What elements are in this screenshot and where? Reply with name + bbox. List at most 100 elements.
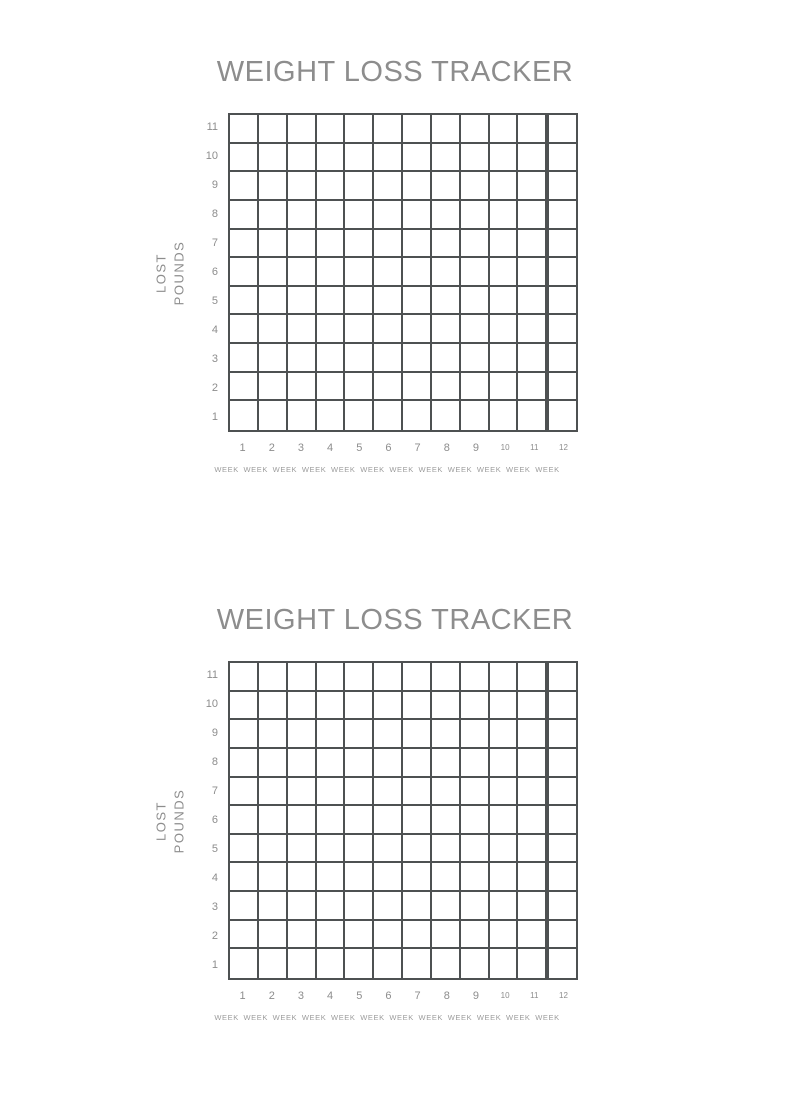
grid-cell: [316, 806, 346, 835]
grid-cell: [518, 920, 548, 950]
tracker-grid: [228, 113, 578, 432]
week-label: WEEK: [331, 1013, 356, 1022]
grid-cell: [518, 720, 548, 749]
grid-cell: [374, 863, 403, 893]
grid-cell: [431, 806, 461, 835]
grid-cell: [431, 229, 461, 259]
grid-cell: [431, 115, 461, 144]
y-tick-label: 11: [206, 669, 218, 681]
grid-cell: [287, 663, 317, 692]
grid-cell: [345, 372, 375, 402]
grid-cell: [403, 172, 432, 201]
grid-cell: [258, 863, 288, 893]
grid-cell: [258, 172, 288, 201]
grid-cell: [258, 315, 288, 345]
grid-cell: [230, 748, 259, 778]
grid-cell: [316, 920, 346, 950]
grid-cell: [547, 200, 576, 230]
grid-cell: [460, 315, 490, 345]
grid-cell: [374, 892, 403, 921]
grid-cell: [316, 720, 346, 749]
grid-cell: [345, 172, 375, 201]
week-label: WEEK: [506, 1013, 531, 1022]
grid-cell: [460, 344, 490, 373]
grid-cell: [403, 720, 432, 749]
y-tick-label: 3: [211, 901, 218, 913]
y-tick-label: 9: [211, 727, 218, 739]
grid-cell: [403, 143, 432, 173]
grid-cell: [374, 806, 403, 835]
x-tick-label: 7: [414, 990, 421, 1002]
grid-cell: [547, 806, 576, 835]
grid-cell: [403, 401, 432, 430]
grid-cell: [230, 258, 259, 287]
week-label: WEEK: [535, 1013, 560, 1022]
grid-cell: [287, 143, 317, 173]
grid-cell: [345, 229, 375, 259]
grid-cell: [258, 200, 288, 230]
grid-cell: [316, 691, 346, 721]
grid-cell: [489, 806, 519, 835]
grid-cell: [230, 720, 259, 749]
grid-cell: [489, 229, 519, 259]
grid-cell: [374, 286, 403, 316]
grid-cell: [287, 286, 317, 316]
x-tick-label: 1: [239, 990, 246, 1002]
grid-cell: [230, 143, 259, 173]
grid-cell: [345, 892, 375, 921]
grid-cell: [547, 920, 576, 950]
grid-cell: [431, 258, 461, 287]
grid-cell: [258, 663, 288, 692]
grid-cell: [288, 401, 317, 430]
grid-cell: [431, 286, 461, 316]
grid-cell: [431, 372, 461, 402]
grid-cell: [489, 920, 519, 950]
grid-cell: [547, 286, 576, 316]
x-tick-label: 12: [559, 991, 568, 1000]
grid-cell: [460, 834, 490, 864]
grid-cell: [258, 143, 288, 173]
grid-cell: [431, 344, 461, 373]
grid-cell: [518, 949, 548, 978]
grid-cell: [518, 172, 548, 201]
grid-cell: [316, 258, 346, 287]
grid-cell: [258, 892, 288, 921]
week-label: WEEK: [447, 465, 473, 474]
grid-cell: [374, 143, 403, 173]
y-tick-label: 8: [211, 208, 218, 220]
grid-cell: [547, 115, 576, 144]
grid-cell: [345, 834, 375, 864]
grid-cell: [460, 863, 490, 893]
grid-cell: [287, 748, 317, 778]
grid-cell: [287, 806, 317, 835]
y-tick-label: 6: [211, 814, 218, 826]
y-tick-label: 2: [211, 930, 218, 942]
grid-cell: [258, 720, 288, 749]
grid-cell: [259, 401, 288, 430]
grid-cell: [489, 834, 519, 864]
grid-cell: [374, 344, 403, 373]
y-tick-label: 10: [205, 150, 218, 162]
grid-cell: [460, 777, 490, 807]
grid-cell: [345, 920, 375, 950]
grid-cell: [518, 229, 548, 259]
chart-title: WEIGHT LOSS TRACKER: [216, 604, 574, 636]
grid-cell: [258, 344, 288, 373]
grid-cell: [345, 863, 375, 893]
grid-cell: [489, 258, 519, 287]
grid-cell: [230, 229, 259, 259]
grid-cell: [316, 344, 346, 373]
grid-cell: [460, 200, 490, 230]
grid-cell: [345, 344, 375, 373]
x-tick-label: 5: [356, 442, 363, 454]
grid-cell: [345, 143, 375, 173]
grid-cell: [258, 691, 288, 721]
grid-cell: [431, 920, 461, 950]
grid-cell: [431, 834, 461, 864]
grid-cell: [374, 229, 403, 259]
grid-cell: [490, 401, 519, 430]
grid-cell: [258, 258, 288, 287]
week-label: WEEK: [389, 1013, 414, 1022]
grid-cell: [403, 286, 432, 316]
week-label: WEEK: [360, 465, 385, 474]
